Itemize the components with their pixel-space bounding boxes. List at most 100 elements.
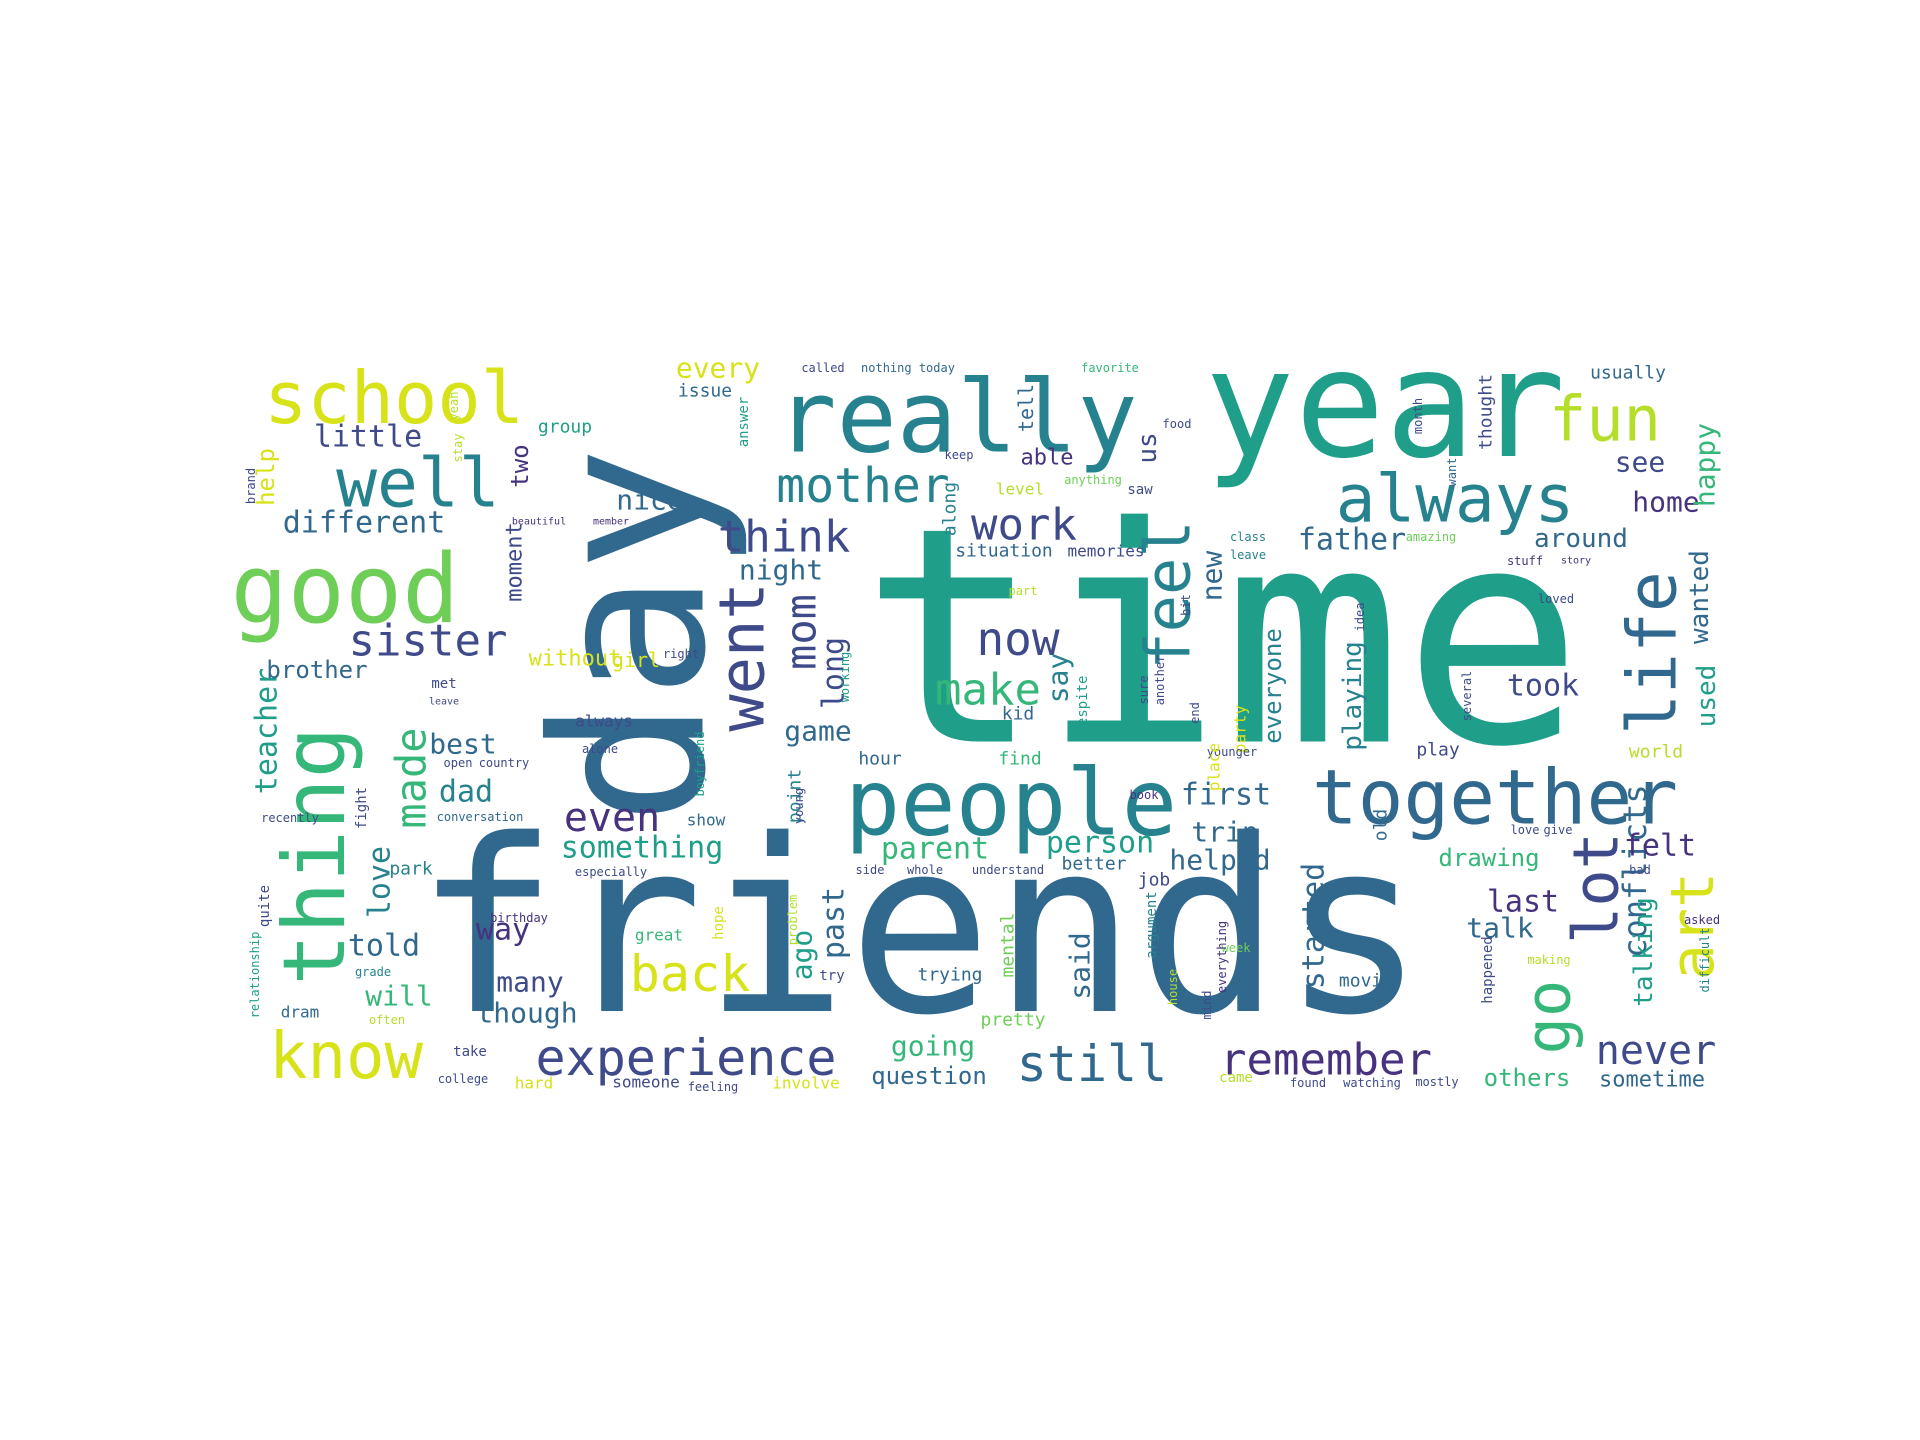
word-favorite: favorite <box>1081 361 1139 375</box>
word-problem: problem <box>786 895 800 946</box>
word-experience: experience <box>535 1029 836 1087</box>
word-understand: understand <box>972 863 1044 877</box>
word-point: point <box>785 769 806 823</box>
word-last: last <box>1487 885 1559 920</box>
word-sister: sister <box>349 616 508 667</box>
word-young: young <box>792 788 806 824</box>
word-back: back <box>630 945 750 1003</box>
word-little: little <box>314 420 422 455</box>
word-called: called <box>801 361 844 375</box>
word-open: open <box>444 756 473 770</box>
word-way: way <box>476 913 530 948</box>
word-good: good <box>231 535 460 645</box>
word-something: something <box>561 831 724 866</box>
word-us: us <box>1133 432 1163 463</box>
word-every: every <box>676 352 760 385</box>
word-lot: lot <box>1560 832 1633 944</box>
word-hard: hard <box>515 1074 554 1093</box>
word-relationship: relationship <box>248 932 262 1019</box>
word-new: new <box>1196 551 1229 602</box>
word-story: story <box>1561 556 1591 567</box>
word-world: world <box>1629 742 1683 763</box>
word-month: month <box>1411 398 1425 434</box>
word-pretty: pretty <box>980 1010 1045 1031</box>
word-grade: grade <box>355 965 391 979</box>
word-well: well <box>336 445 500 524</box>
word-someone: someone <box>612 1073 679 1092</box>
word-trying: trying <box>917 965 982 986</box>
word-hour: hour <box>858 749 902 770</box>
word-around: around <box>1534 524 1628 554</box>
word-book: book <box>1130 788 1160 802</box>
word-say: say <box>1042 653 1075 704</box>
word-together: together <box>1312 753 1678 842</box>
word-birthday: birthday <box>490 911 548 925</box>
word-year: year <box>1204 318 1565 492</box>
word-went: went <box>706 582 779 731</box>
word-alone: alone <box>582 742 618 756</box>
word-play: play <box>1416 740 1460 761</box>
word-bad: bad <box>1629 863 1651 877</box>
word-used: used <box>1692 665 1722 728</box>
word-movie: movie <box>1339 971 1393 992</box>
word-stay: stay <box>451 434 465 463</box>
word-memories: memories <box>1067 542 1144 561</box>
word-many: many <box>496 966 563 999</box>
word-anything: anything <box>1064 473 1122 487</box>
word-home: home <box>1632 486 1699 519</box>
word-love: love <box>1511 823 1540 837</box>
word-make: make <box>935 665 1041 716</box>
word-right: right <box>663 647 699 661</box>
word-quite: quite <box>257 885 273 927</box>
word-hope: hope <box>711 906 727 940</box>
word-made: made <box>387 727 436 828</box>
word-kid: kid <box>1002 704 1035 725</box>
word-people: people <box>845 750 1177 857</box>
word-help: help <box>252 448 280 506</box>
word-try: try <box>819 968 844 984</box>
word-playing: playing <box>1338 641 1368 751</box>
word-food: food <box>1163 417 1192 431</box>
word-see: see <box>1615 446 1666 479</box>
word-end: end <box>1188 702 1202 724</box>
word-mind: mind <box>1200 991 1214 1020</box>
word-ago: ago <box>786 930 819 981</box>
word-feeling: feeling <box>688 1080 739 1094</box>
word-answer: answer <box>736 397 752 448</box>
word-first: first <box>1181 778 1271 813</box>
word-really: really <box>776 359 1137 476</box>
word-want: want <box>1445 458 1459 487</box>
word-sure: sure <box>1137 676 1151 705</box>
word-week: week <box>1222 941 1252 955</box>
word-drawing: drawing <box>1438 844 1539 872</box>
word-know: know <box>269 1020 424 1094</box>
word-question: question <box>871 1062 987 1090</box>
word-younger: younger <box>1207 745 1258 759</box>
word-job: job <box>1138 870 1171 891</box>
word-mother: mother <box>776 458 949 514</box>
word-especially: especially <box>575 865 647 879</box>
word-situation: situation <box>955 541 1053 562</box>
word-watching: watching <box>1343 1076 1401 1090</box>
word-difficult: difficult <box>1698 927 1712 992</box>
word-life: life <box>1614 571 1693 735</box>
word-give: give <box>1544 823 1573 837</box>
word-even: even <box>564 795 660 841</box>
word-involve: involve <box>772 1074 839 1093</box>
word-felt: felt <box>1624 829 1696 864</box>
word-despite: despite <box>1075 675 1091 734</box>
word-brand: brand <box>244 468 258 504</box>
word-parent: parent <box>881 832 989 867</box>
word-found: found <box>1290 1076 1326 1090</box>
word-teacher: teacher <box>250 668 285 794</box>
word-leave: leave <box>1230 548 1266 562</box>
word-party: party <box>1231 705 1250 754</box>
word-argument: argument <box>1144 891 1160 958</box>
word-bit: bit <box>1179 594 1193 616</box>
word-whole: whole <box>907 863 943 877</box>
word-though: though <box>476 997 577 1030</box>
word-asked: asked <box>1684 913 1720 927</box>
word-talking: talking <box>1629 897 1659 1007</box>
word-met: met <box>431 676 456 692</box>
